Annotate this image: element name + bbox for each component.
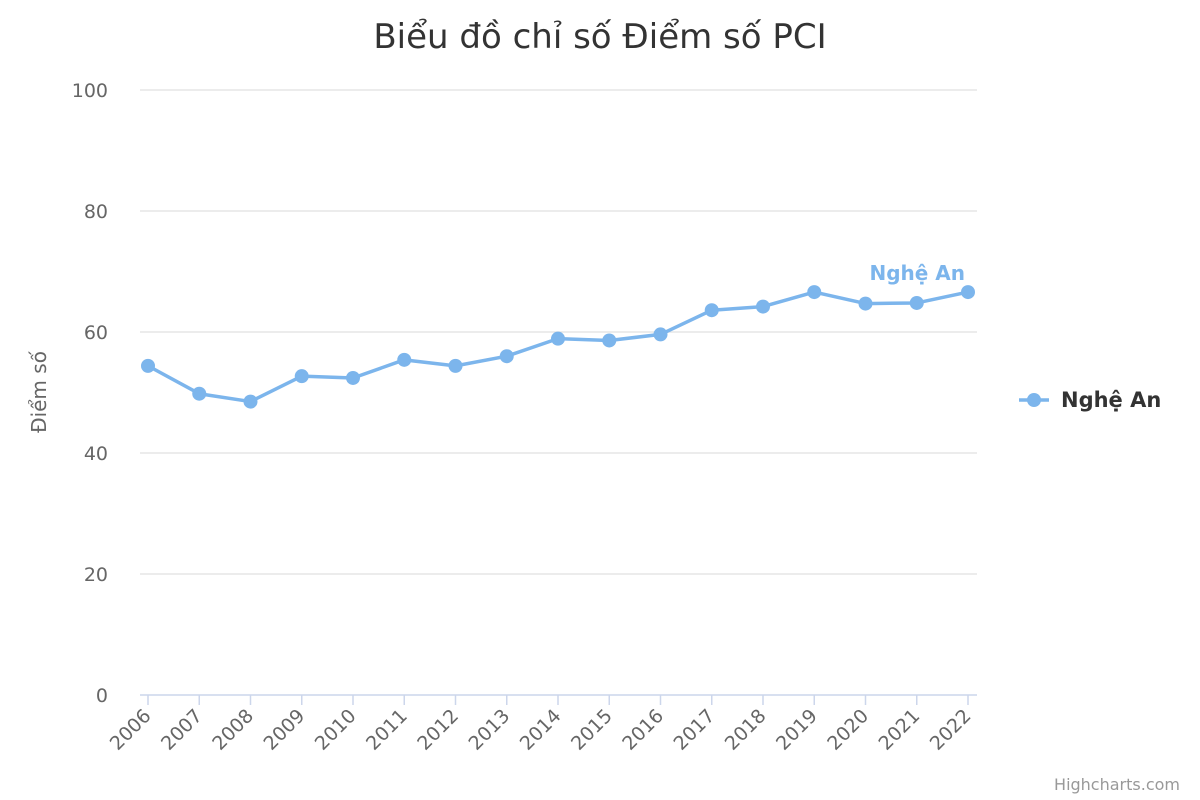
legend-marker-icon	[1027, 393, 1041, 407]
credits-link[interactable]: Highcharts.com	[1054, 775, 1180, 794]
data-point[interactable]	[909, 295, 924, 310]
x-tick-label: 2006	[106, 705, 156, 755]
y-tick-label: 80	[84, 201, 108, 223]
y-tick-label: 0	[96, 685, 108, 707]
x-tick-label: 2015	[567, 705, 617, 755]
x-tick-label: 2013	[465, 705, 515, 755]
y-axis-title: Điểm số	[27, 350, 51, 433]
legend[interactable]: Nghệ An	[1019, 388, 1161, 412]
x-tick-label: 2018	[721, 705, 771, 755]
x-tick-label: 2014	[516, 705, 566, 755]
data-point[interactable]	[551, 331, 565, 346]
x-tick-label: 2016	[618, 705, 668, 755]
data-point[interactable]	[858, 296, 873, 311]
data-point[interactable]	[346, 370, 360, 385]
x-tick-label: 2008	[208, 705, 258, 755]
data-point[interactable]	[602, 333, 617, 348]
x-tick-label: 2009	[260, 705, 310, 755]
x-tick-label: 2021	[875, 705, 925, 755]
data-point[interactable]	[704, 303, 719, 318]
series-group: Nghệ An	[141, 261, 975, 409]
x-tick-label: 2010	[311, 705, 361, 755]
legend-label: Nghệ An	[1061, 388, 1161, 412]
chart-title: Biểu đồ chỉ số Điểm số PCI	[373, 17, 826, 57]
data-point[interactable]	[243, 394, 258, 409]
data-point[interactable]	[499, 349, 514, 364]
x-tick-label: 2020	[823, 705, 873, 755]
data-point[interactable]	[141, 358, 155, 373]
data-point[interactable]	[756, 299, 770, 314]
series-line	[146, 290, 970, 404]
x-tick-label: 2007	[157, 705, 207, 755]
x-tick-label: 2022	[926, 705, 976, 755]
data-point[interactable]	[294, 369, 309, 384]
legend-item[interactable]: Nghệ An	[1019, 388, 1161, 412]
data-point[interactable]	[961, 285, 975, 300]
series-nghe-an[interactable]: Nghệ An	[141, 261, 975, 409]
y-tick-label: 100	[72, 80, 108, 102]
y-tick-label: 40	[84, 443, 108, 465]
y-axis: 0 20 40 60 80 100	[72, 80, 108, 707]
data-point[interactable]	[397, 352, 412, 367]
series-end-label: Nghệ An	[869, 261, 965, 285]
x-tick-label: 2017	[670, 705, 720, 755]
data-point[interactable]	[192, 386, 207, 401]
x-axis: 2006 2007 2008 2009 2010 2011 2012 2013 2014 2015…	[106, 694, 977, 755]
x-tick-label: 2012	[413, 705, 463, 755]
data-point[interactable]	[448, 358, 463, 373]
data-point[interactable]	[653, 327, 668, 342]
data-point[interactable]	[807, 285, 822, 300]
x-tick-label: 2011	[362, 705, 412, 755]
x-tick-label: 2019	[772, 705, 822, 755]
y-tick-label: 20	[84, 564, 108, 586]
y-tick-label: 60	[84, 322, 108, 344]
